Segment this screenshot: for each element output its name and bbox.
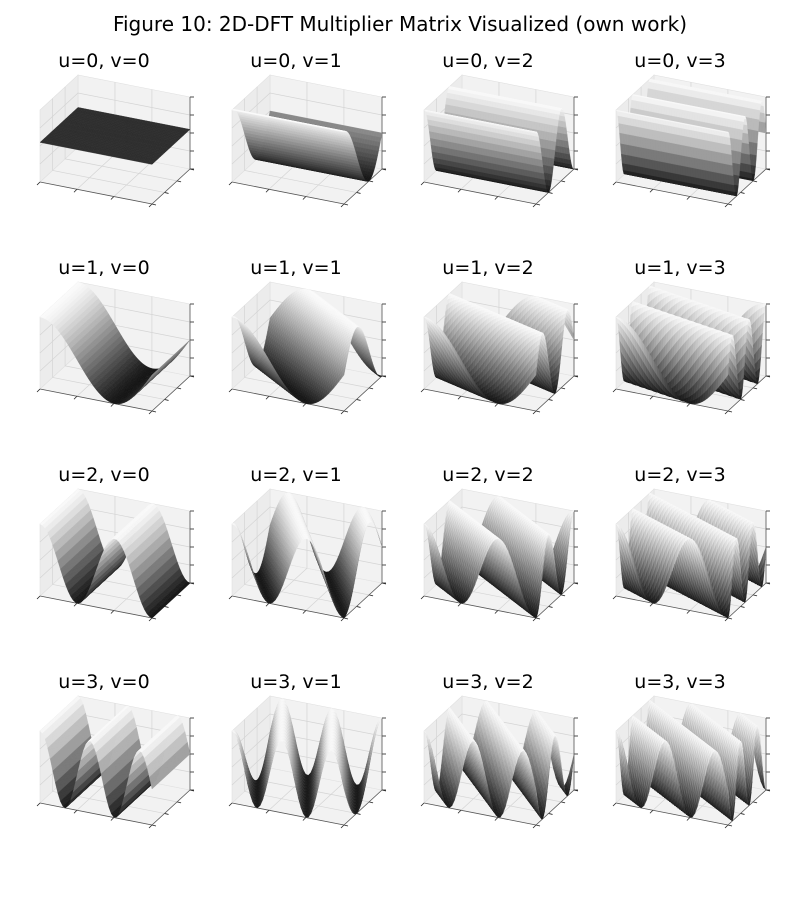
subplot-u1-v0: u=1, v=0 (8, 207, 200, 415)
subplot-title: u=1, v=1 (200, 257, 392, 279)
subplot-u2-v2: u=2, v=2 (392, 414, 584, 622)
tick-marks (228, 96, 387, 208)
axis-lines (423, 97, 575, 205)
tick-marks (36, 510, 195, 622)
subplot-title: u=2, v=2 (392, 464, 584, 486)
surface-u0-v1 (231, 109, 383, 182)
figure-title: Figure 10: 2D-DFT Multiplier Matrix Visu… (0, 12, 800, 36)
surface-u3-v0 (39, 695, 191, 818)
subplot-title: u=1, v=3 (584, 257, 776, 279)
surface-u0-v2 (423, 86, 575, 193)
surface-plot (228, 695, 387, 829)
axis-lines (423, 511, 575, 619)
subplot-u0-v3: u=0, v=3 (584, 0, 776, 208)
surface-plot (420, 74, 579, 208)
tick-marks (612, 510, 771, 622)
tick-marks (420, 303, 579, 415)
surface-u1-v1 (231, 288, 383, 405)
subplot-u3-v0: u=3, v=0 (8, 621, 200, 829)
tick-marks (36, 96, 195, 208)
subplot-u0-v0: u=0, v=0 (8, 0, 200, 208)
tick-marks (36, 303, 195, 415)
subplot-u1-v3: u=1, v=3 (584, 207, 776, 415)
surface-u2-v3 (615, 492, 767, 619)
surface-plot (36, 74, 195, 208)
surface-u3-v2 (423, 700, 575, 820)
axis-lines (231, 718, 383, 826)
surface-u3-v1 (231, 698, 383, 818)
subplot-title: u=0, v=0 (8, 50, 200, 72)
surface-u2-v2 (423, 496, 575, 619)
subplot-title: u=3, v=0 (8, 671, 200, 693)
surface-plot (36, 488, 195, 622)
surface-u1-v2 (423, 293, 575, 405)
tick-marks (612, 96, 771, 208)
tick-marks (420, 96, 579, 208)
subplot-u3-v2: u=3, v=2 (392, 621, 584, 829)
surface-u0-v3 (615, 78, 767, 197)
subplot-title: u=2, v=0 (8, 464, 200, 486)
subplot-u3-v3: u=3, v=3 (584, 621, 776, 829)
tick-marks (228, 303, 387, 415)
tick-marks (36, 717, 195, 829)
tick-marks (228, 510, 387, 622)
subplot-title: u=3, v=2 (392, 671, 584, 693)
surface-plot (612, 281, 771, 415)
surface-u0-v0 (39, 107, 191, 165)
surface-u1-v3 (615, 285, 767, 405)
surface-plot (36, 281, 195, 415)
tick-marks (228, 717, 387, 829)
surface-plot (228, 488, 387, 622)
subplot-u0-v2: u=0, v=2 (392, 0, 584, 208)
subplot-u2-v0: u=2, v=0 (8, 414, 200, 622)
surface-plot (228, 281, 387, 415)
surface-u3-v3 (615, 699, 767, 822)
surface-plot (420, 281, 579, 415)
subplot-title: u=3, v=1 (200, 671, 392, 693)
surface-plot (612, 74, 771, 208)
axis-lines (231, 304, 383, 412)
subplot-title: u=3, v=3 (584, 671, 776, 693)
subplot-title: u=0, v=3 (584, 50, 776, 72)
tick-marks (420, 510, 579, 622)
surface-plot (420, 488, 579, 622)
subplot-title: u=1, v=2 (392, 257, 584, 279)
subplot-u0-v1: u=0, v=1 (200, 0, 392, 208)
surface-u2-v0 (39, 488, 191, 619)
surface-plot (228, 74, 387, 208)
tick-marks (420, 717, 579, 829)
subplot-title: u=2, v=1 (200, 464, 392, 486)
subplot-title: u=0, v=1 (200, 50, 392, 72)
subplot-u3-v1: u=3, v=1 (200, 621, 392, 829)
subplot-u1-v1: u=1, v=1 (200, 207, 392, 415)
surface-plot (612, 695, 771, 829)
surface-u2-v1 (231, 492, 383, 619)
tick-marks (612, 303, 771, 415)
axis-lines (615, 304, 767, 412)
surface-u1-v0 (39, 281, 191, 405)
surface-plot (36, 695, 195, 829)
subplot-u2-v1: u=2, v=1 (200, 414, 392, 622)
subplot-u2-v3: u=2, v=3 (584, 414, 776, 622)
tick-marks (612, 717, 771, 829)
axis-lines (39, 97, 191, 205)
subplot-title: u=0, v=2 (392, 50, 584, 72)
subplot-title: u=2, v=3 (584, 464, 776, 486)
subplot-title: u=1, v=0 (8, 257, 200, 279)
surface-plot (612, 488, 771, 622)
axis-lines (615, 718, 767, 826)
subplot-u1-v2: u=1, v=2 (392, 207, 584, 415)
surface-plot (420, 695, 579, 829)
